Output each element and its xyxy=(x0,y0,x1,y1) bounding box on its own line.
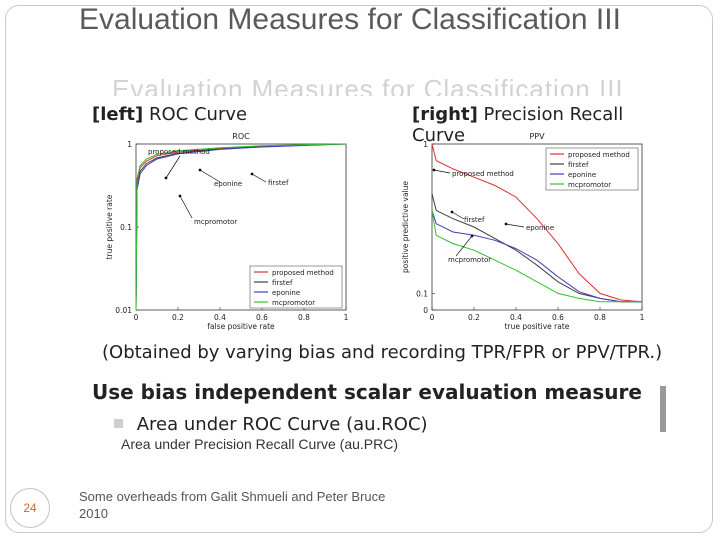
y-tick-label: 0 xyxy=(423,306,428,315)
x-tick-label: 0.4 xyxy=(510,313,522,322)
legend-entry: proposed method xyxy=(272,269,334,277)
bullet-auroc-text: Area under ROC Curve (au.ROC) xyxy=(136,414,428,435)
annotation-arrowhead xyxy=(450,210,454,214)
x-tick-label: 0 xyxy=(134,313,139,322)
annotation-arrow xyxy=(451,211,465,220)
right-label-bold: [right] xyxy=(412,104,478,125)
x-tick-label: 1 xyxy=(344,313,349,322)
annotation-label: eponine xyxy=(526,224,554,232)
annotation-arrow xyxy=(179,195,193,219)
x-tick-label: 0.6 xyxy=(256,313,268,322)
series-line-eponine xyxy=(431,210,642,303)
bullet-auprc: Area under Precision Recall Curve (au.PR… xyxy=(121,436,398,452)
annotation-arrow xyxy=(165,155,181,179)
y-axis-label: true positive rate xyxy=(105,194,114,259)
legend-box xyxy=(545,147,639,191)
annotation-arrowhead xyxy=(164,176,168,180)
right-label-text: Precision Recall Curve xyxy=(412,104,624,146)
annotation-label: firstef xyxy=(464,216,485,224)
left-label-bold: [left] xyxy=(92,104,144,125)
annotation-arrow xyxy=(433,169,451,174)
annotation-label: eponine xyxy=(214,180,242,188)
series-line-eponine xyxy=(135,143,347,311)
figure-panel: Evaluation Measures for Classification I… xyxy=(80,74,668,435)
x-axis-label: true positive rate xyxy=(505,322,570,331)
annotation-label: proposed method xyxy=(452,170,514,178)
chart-title: ROC xyxy=(232,132,250,141)
x-tick-label: 0.8 xyxy=(594,313,606,322)
annotation-arrow xyxy=(251,173,267,183)
x-tick-label: 0.2 xyxy=(172,313,184,322)
bias-heading: Use bias independent scalar evaluation m… xyxy=(92,380,642,404)
obtained-note: (Obtained by varying bias and recording … xyxy=(102,342,663,363)
x-tick-label: 0 xyxy=(430,313,435,322)
annotation-label: mcpromotor xyxy=(448,256,491,264)
y-tick-label: 1 xyxy=(127,140,132,149)
legend-entry: eponine xyxy=(568,171,596,179)
x-tick-label: 0.2 xyxy=(468,313,480,322)
legend-entry: firstef xyxy=(272,279,293,287)
legend-entry: mcpromotor xyxy=(568,181,611,189)
right-panel-label: [right] Precision Recall Curve xyxy=(412,104,668,146)
series-line-mcpromotor xyxy=(431,210,642,303)
annotation-arrowhead xyxy=(432,168,436,172)
annotation-arrowhead xyxy=(504,222,508,226)
y-tick-label: 0.01 xyxy=(115,306,132,315)
x-tick-label: 0.8 xyxy=(298,313,310,322)
scroll-bar-mark xyxy=(660,386,666,432)
annotation-arrowhead xyxy=(178,194,182,198)
series-line-proposed-method xyxy=(431,143,643,303)
annotation-arrowhead xyxy=(198,168,202,172)
x-axis-label: false positive rate xyxy=(207,322,275,331)
annotation-label: mcpromotor xyxy=(194,218,237,226)
legend-entry: mcpromotor xyxy=(272,299,315,307)
bullet-square-icon xyxy=(114,419,123,428)
y-axis-label: positive predictive value xyxy=(401,181,410,273)
annotation-arrowhead xyxy=(250,172,254,176)
chart-title: PPV xyxy=(529,132,545,141)
legend-entry: proposed method xyxy=(568,151,630,159)
annotation-arrow xyxy=(199,169,221,183)
legend-entry: firstef xyxy=(568,161,589,169)
page-number-badge: 24 xyxy=(10,488,50,528)
page-number: 24 xyxy=(23,501,37,515)
annotation-arrowhead xyxy=(470,234,474,238)
left-label-text: ROC Curve xyxy=(149,104,248,125)
annotation-arrow xyxy=(505,223,525,228)
y-tick-label: 1 xyxy=(423,140,428,149)
series-line-mcpromotor xyxy=(135,143,347,311)
legend-box xyxy=(249,265,343,309)
ghost-title: Evaluation Measures for Classification I… xyxy=(112,74,624,96)
bullet-auroc: Area under ROC Curve (au.ROC) xyxy=(114,414,428,435)
legend-entry: eponine xyxy=(272,289,300,297)
roc-chart: ROC 0 0.2 0.4 0.6 0.8 1 0.01 0.1 1 false positive … xyxy=(105,132,349,331)
y-tick-label: 0.1 xyxy=(416,289,428,298)
left-panel-label: [left] ROC Curve xyxy=(92,104,247,125)
footer-note: Some overheads from Galit Shmueli and Pe… xyxy=(79,489,386,521)
annotation-label: proposed method xyxy=(148,148,210,156)
annotation-arrow xyxy=(455,235,473,257)
x-tick-label: 1 xyxy=(640,313,645,322)
x-tick-label: 0.6 xyxy=(552,313,564,322)
annotation-label: firstef xyxy=(268,179,289,187)
y-tick-label: 0.1 xyxy=(120,223,132,232)
slide-title: Evaluation Measures for Classification I… xyxy=(79,3,621,36)
pr-chart: PPV 0 0.2 0.4 0.6 0.8 1 0 0.1 1 true positive rate… xyxy=(401,132,645,331)
x-tick-label: 0.4 xyxy=(214,313,226,322)
